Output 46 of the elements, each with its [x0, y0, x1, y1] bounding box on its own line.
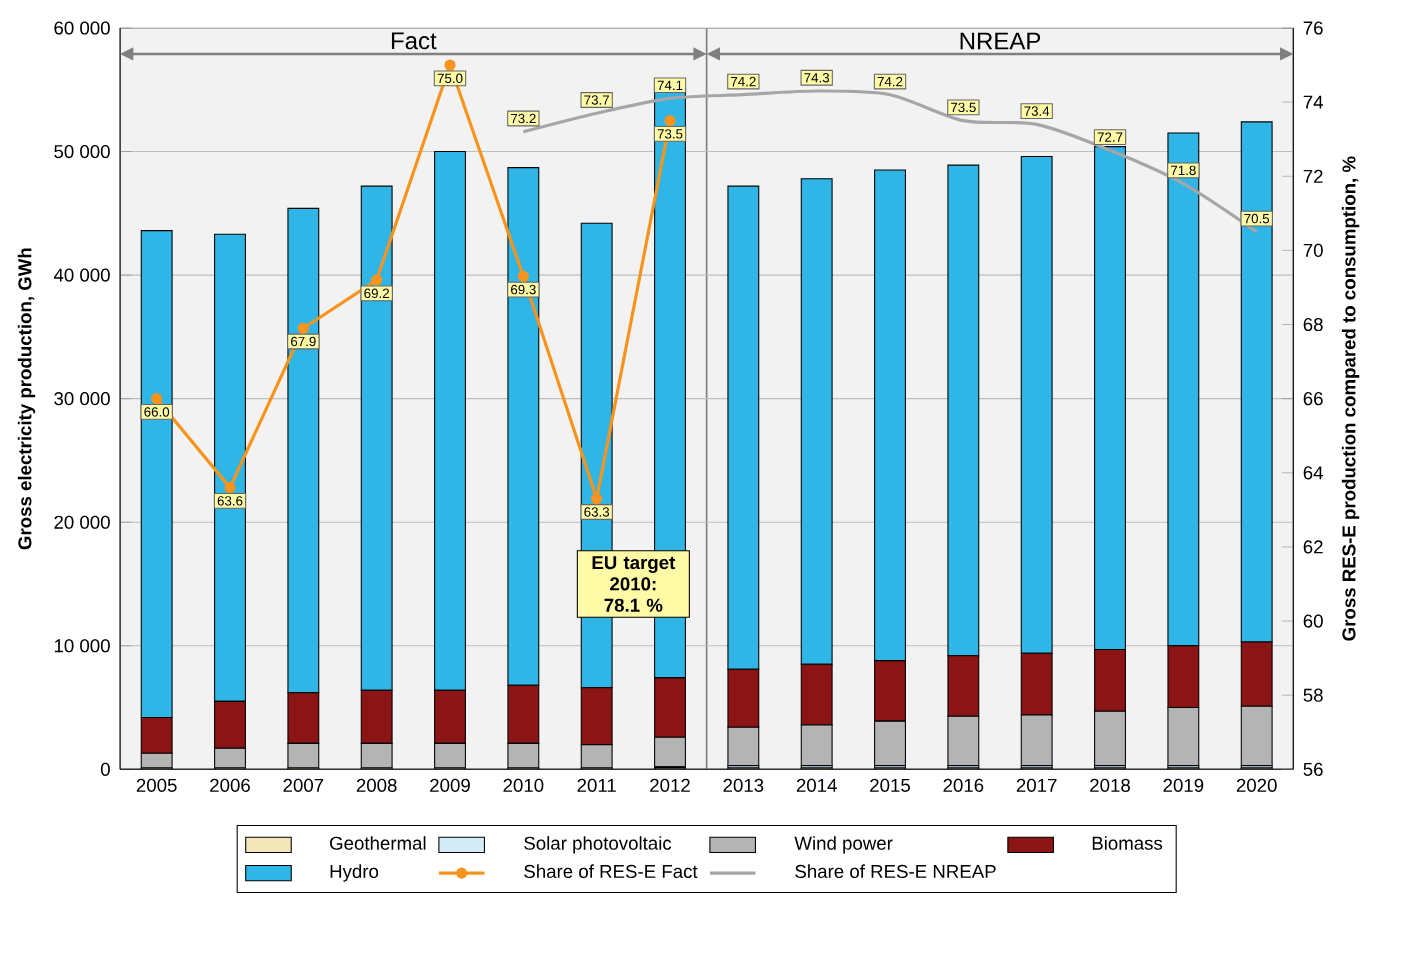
annotation: EU target 2010: 78.1 % — [592, 556, 676, 612]
legend-label: Biomass — [1092, 836, 1163, 850]
y2-tick-label: 68 — [1303, 317, 1323, 332]
y2-tick-label: 72 — [1303, 169, 1323, 183]
band-label: Fact — [391, 32, 437, 50]
legend-label: Share of RES-E Fact — [524, 864, 698, 879]
y2-tick-label: 62 — [1303, 540, 1323, 554]
band-label: NREAP — [960, 32, 1041, 50]
y-tick-label: 40 000 — [53, 268, 110, 282]
x-tick-label: 2009 — [430, 778, 470, 792]
x-tick-label: 2020 — [1236, 778, 1277, 792]
legend-label: Share of RES-E NREAP — [795, 864, 996, 879]
legend-label: Geothermal — [330, 836, 426, 850]
x-tick-label: 2019 — [1163, 778, 1204, 792]
y2-tick-label: 74 — [1303, 95, 1323, 109]
x-tick-label: 2016 — [943, 778, 984, 792]
y2-tick-label: 64 — [1303, 466, 1323, 480]
x-tick-label: 2014 — [796, 778, 837, 792]
y-tick-label: 20 000 — [54, 515, 110, 529]
legend-label: Hydro — [330, 864, 379, 882]
x-tick-label: 2008 — [356, 778, 397, 792]
y-axis-title: Gross electricity production, GWh — [17, 248, 36, 550]
x-tick-label: 2017 — [1016, 778, 1057, 792]
x-tick-label: 2005 — [136, 778, 177, 792]
x-tick-label: 2015 — [870, 778, 910, 792]
x-tick-label: 2013 — [723, 778, 764, 792]
y2-tick-label: 58 — [1303, 688, 1323, 702]
y-tick-label: 30 000 — [54, 392, 110, 406]
y-tick-label: 60 000 — [54, 21, 110, 35]
y2-tick-label: 76 — [1303, 21, 1323, 35]
y2-tick-label: 66 — [1303, 392, 1323, 406]
x-tick-label: 2010 — [503, 778, 544, 792]
x-tick-label: 2006 — [210, 778, 250, 792]
legend-label: Solar photovoltaic — [524, 836, 672, 854]
x-tick-label: 2018 — [1090, 778, 1130, 792]
y2-tick-label: 56 — [1303, 762, 1323, 776]
y2-axis-title: Gross RES-E production compared to consumption, % — [1341, 156, 1360, 641]
x-tick-label: 2007 — [283, 778, 324, 792]
y-tick-label: 10 000 — [54, 639, 110, 653]
y-tick-label: 0 — [100, 762, 110, 776]
y-tick-label: 50 000 — [54, 144, 110, 159]
x-tick-label: 2011 — [577, 778, 616, 792]
y2-tick-label: 60 — [1303, 614, 1323, 628]
x-tick-label: 2012 — [650, 778, 690, 792]
legend-label: Wind power — [794, 836, 893, 854]
y2-tick-label: 70 — [1303, 243, 1323, 257]
